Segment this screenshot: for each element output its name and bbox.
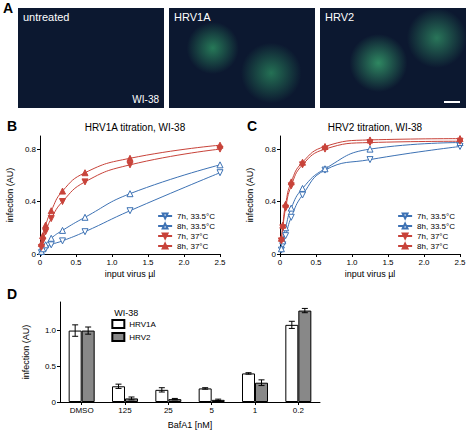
svg-text:0: 0	[272, 250, 277, 259]
svg-text:input virus µl: input virus µl	[105, 269, 156, 279]
svg-text:0.8: 0.8	[265, 145, 277, 154]
svg-text:HRV2: HRV2	[129, 333, 151, 342]
svg-text:infection (AU): infection (AU)	[245, 168, 255, 223]
svg-text:7h, 37°C: 7h, 37°C	[177, 232, 208, 241]
svg-text:0: 0	[52, 398, 57, 407]
svg-text:D: D	[7, 286, 17, 302]
svg-text:C: C	[247, 118, 257, 134]
html-text:untreated: untreated	[23, 11, 70, 23]
svg-text:0: 0	[278, 258, 283, 267]
svg-text:1.0: 1.0	[106, 258, 118, 267]
svg-text:8h, 37°C: 8h, 37°C	[417, 242, 448, 251]
svg-text:8h, 33.5°C: 8h, 33.5°C	[417, 222, 455, 231]
svg-text:2.0: 2.0	[418, 258, 430, 267]
svg-text:0.5: 0.5	[310, 258, 322, 267]
svg-text:infection (AU): infection (AU)	[21, 325, 31, 380]
svg-text:HRV2 titration, WI-38: HRV2 titration, WI-38	[328, 122, 423, 133]
svg-text:input virus µl: input virus µl	[345, 269, 396, 279]
svg-text:0.5: 0.5	[70, 258, 82, 267]
svg-text:1.5: 1.5	[382, 258, 394, 267]
svg-text:DMSO: DMSO	[70, 406, 94, 415]
svg-text:8h, 37°C: 8h, 37°C	[177, 242, 208, 251]
svg-text:1: 1	[253, 406, 258, 415]
svg-text:25: 25	[164, 406, 173, 415]
svg-text:7h, 33.5°C: 7h, 33.5°C	[177, 212, 215, 221]
svg-text:WI-38: WI-38	[114, 308, 138, 318]
svg-text:0.4: 0.4	[265, 197, 277, 206]
svg-text:B: B	[7, 118, 17, 134]
svg-text:7h, 37°C: 7h, 37°C	[417, 232, 448, 241]
html-text:HRV2: HRV2	[325, 11, 355, 23]
svg-text:2.0: 2.0	[178, 258, 190, 267]
html-text:A: A	[3, 0, 14, 16]
svg-text:0: 0	[38, 258, 43, 267]
svg-text:0: 0	[32, 250, 37, 259]
svg-text:infection (AU): infection (AU)	[5, 168, 15, 223]
svg-text:BafA1 [nM]: BafA1 [nM]	[168, 420, 213, 430]
svg-text:7h, 33.5°C: 7h, 33.5°C	[417, 212, 455, 221]
svg-text:1.0: 1.0	[346, 258, 358, 267]
svg-text:5: 5	[209, 406, 214, 415]
html-text:WI-38: WI-38	[132, 94, 159, 105]
svg-text:1.5: 1.5	[142, 258, 154, 267]
svg-text:0.8: 0.8	[25, 145, 37, 154]
svg-text:HRV1A: HRV1A	[129, 320, 156, 329]
svg-text:0.4: 0.4	[25, 197, 37, 206]
svg-text:0.2: 0.2	[293, 406, 305, 415]
svg-text:HRV1A titration, WI-38: HRV1A titration, WI-38	[85, 122, 186, 133]
svg-text:0.5: 0.5	[45, 362, 57, 371]
html-text:HRV1A: HRV1A	[174, 11, 211, 23]
svg-text:1.0: 1.0	[45, 326, 57, 335]
svg-text:2.5: 2.5	[214, 258, 226, 267]
svg-text:2.5: 2.5	[454, 258, 466, 267]
svg-text:8h, 33.5°C: 8h, 33.5°C	[177, 222, 215, 231]
svg-text:125: 125	[118, 406, 132, 415]
